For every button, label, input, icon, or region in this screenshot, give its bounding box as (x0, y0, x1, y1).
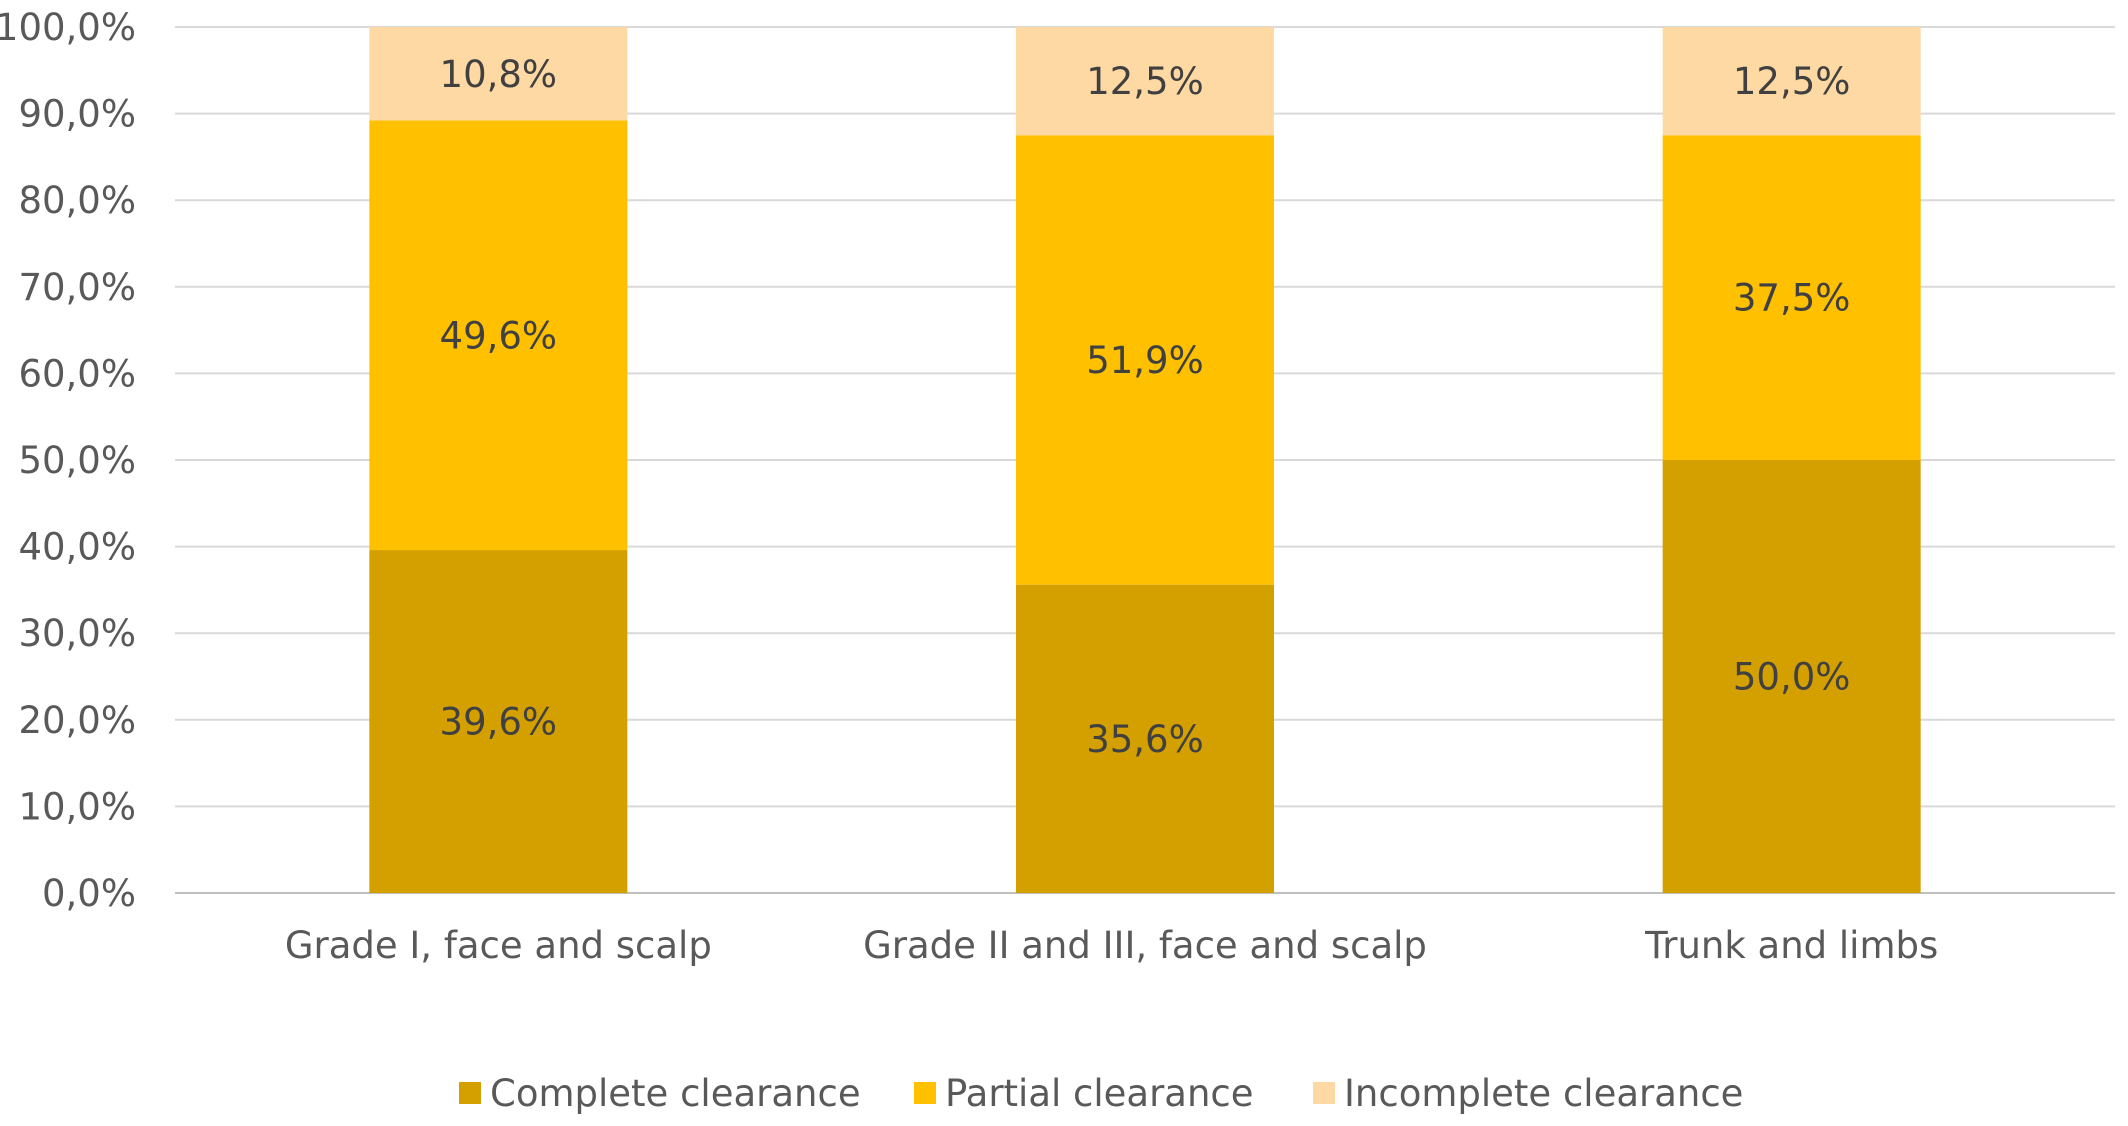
legend-swatch (914, 1082, 936, 1104)
y-tick-label: 90,0% (18, 93, 136, 136)
y-tick-label: 20,0% (18, 699, 136, 742)
y-tick-label: 60,0% (18, 352, 136, 395)
y-tick-label: 50,0% (18, 439, 136, 482)
data-label: 50,0% (1733, 656, 1851, 699)
data-label: 12,5% (1733, 60, 1851, 103)
category-label: Grade II and III, face and scalp (863, 924, 1427, 967)
y-tick-label: 80,0% (18, 179, 136, 222)
bar-segment (369, 27, 628, 121)
data-label: 12,5% (1086, 60, 1204, 103)
data-label: 49,6% (440, 314, 558, 357)
legend: Complete clearance Partial clearance Incom… (459, 1072, 1743, 1115)
bar-segment (1662, 135, 1921, 460)
category-label: Trunk and limbs (1644, 924, 1938, 967)
bar-segment (1016, 27, 1274, 136)
y-tick-label: 100,0% (0, 6, 136, 49)
bars: 39,6% 49,6% 10,8% 35,6% 51,9% 12,5% 50,0% 37,5%… (369, 27, 1921, 893)
x-axis: Grade I, face and scalp Grade II and III,… (285, 924, 1938, 967)
bar-segment (1662, 27, 1921, 136)
bar-segment (369, 550, 628, 893)
legend-label: Partial clearance (945, 1072, 1254, 1115)
y-tick-label: 70,0% (18, 266, 136, 309)
y-tick-label: 0,0% (42, 872, 136, 915)
y-tick-label: 30,0% (18, 612, 136, 655)
bar-segment (1016, 584, 1274, 893)
legend-label: Incomplete clearance (1344, 1072, 1743, 1115)
legend-swatch (1313, 1082, 1335, 1104)
data-label: 35,6% (1086, 718, 1204, 761)
legend-label: Complete clearance (490, 1072, 861, 1115)
data-label: 10,8% (440, 53, 558, 96)
bar-segment (369, 120, 628, 551)
y-tick-label: 10,0% (18, 785, 136, 828)
y-axis: 0,0% 10,0% 20,0% 30,0% 40,0% 50,0% 60,0% 70,0% 8… (0, 6, 136, 915)
category-label: Grade I, face and scalp (285, 924, 712, 967)
data-label: 51,9% (1086, 339, 1204, 382)
data-label: 37,5% (1733, 277, 1851, 320)
bar-segment (1662, 460, 1921, 893)
legend-swatch (459, 1082, 481, 1104)
data-label: 39,6% (440, 701, 558, 744)
y-tick-label: 40,0% (18, 526, 136, 569)
bar-segment (1016, 135, 1274, 585)
